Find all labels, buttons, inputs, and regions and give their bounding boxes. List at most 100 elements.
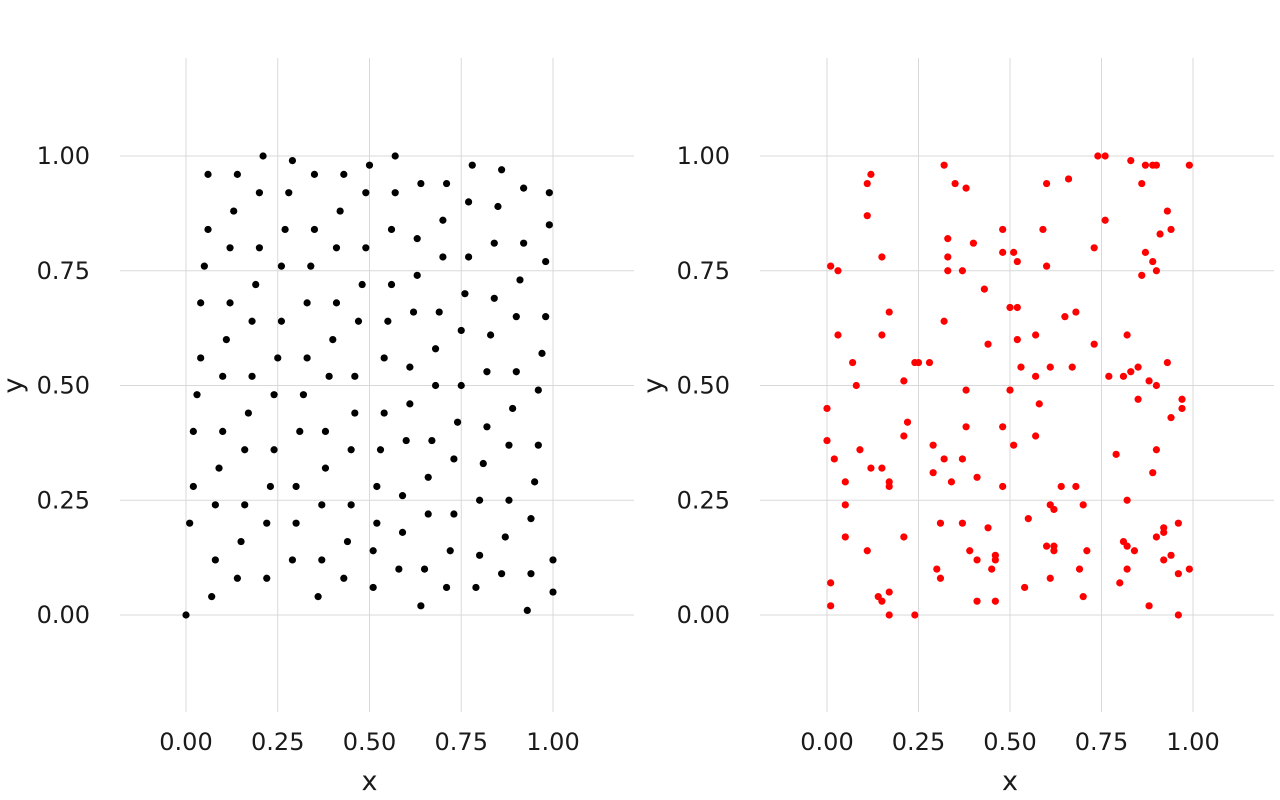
right-data-point [1123,331,1131,339]
left-y-tick-label: 1.00 [37,142,90,170]
left-data-point [263,574,271,582]
right-data-point [863,179,871,188]
right-data-point [984,340,992,348]
right-data-point [1163,207,1171,215]
right-data-point [1043,262,1051,270]
left-data-point [230,207,238,215]
left-data-point [538,349,546,357]
left-data-point [182,611,190,619]
left-data-point [318,501,326,509]
left-data-point [340,170,348,178]
right-data-point [929,441,937,449]
left-data-point [453,418,462,426]
right-y-tick-label: 0.25 [677,486,730,514]
left-data-point [523,606,531,615]
right-data-point [1134,363,1142,371]
right-data-point [1130,547,1139,555]
left-data-point [303,354,311,362]
left-data-point [442,583,451,592]
right-data-point [1075,565,1084,573]
right-data-point [849,358,857,367]
left-data-point [347,501,355,509]
left-data-point [252,280,260,289]
right-data-point [1138,271,1146,279]
left-data-point [520,239,528,247]
left-data-point [373,482,381,491]
right-data-point [991,597,999,605]
right-data-point [903,418,912,426]
right-data-point [999,248,1007,256]
right-data-point [940,161,948,169]
right-data-point [1083,547,1091,555]
right-data-point [1079,501,1087,509]
left-data-point [303,299,311,307]
left-data-point [464,198,473,206]
left-data-point [505,441,513,449]
left-data-point [534,386,542,394]
left-y-tick-label: 0.75 [37,257,90,285]
left-data-point [468,161,476,169]
right-data-point [1101,216,1109,224]
left-data-point [219,427,227,435]
right-x-axis-label: x [1002,766,1018,797]
right-data-point [914,358,923,367]
right-data-point [878,331,886,339]
right-data-point [1032,432,1040,440]
right-data-point [944,267,952,275]
right-data-point [1145,602,1153,610]
left-data-point [476,496,484,504]
left-data-point [472,583,480,592]
right-data-point [962,386,970,394]
right-data-point [1072,308,1080,316]
right-data-point [885,588,893,596]
right-y-tick-label: 0.00 [677,601,730,629]
right-gridlines [760,58,1274,712]
right-data-point [1090,244,1098,252]
left-data-point [442,179,451,188]
left-data-point [498,166,506,174]
left-data-point [358,280,366,289]
right-data-point [1112,450,1120,458]
left-data-point [270,446,278,454]
right-data-point [1123,542,1131,550]
right-data-point [1006,386,1014,394]
left-data-point [512,313,520,321]
right-data-point [940,455,948,463]
right-data-point [999,482,1007,491]
right-data-point [1185,161,1193,169]
right-data-point [1050,505,1058,514]
right-data-point [1160,556,1168,564]
right-data-point [966,547,974,555]
left-data-point [215,464,223,472]
left-data-point [244,409,252,417]
left-data-point [483,368,491,376]
left-data-point [490,294,498,302]
left-data-point [395,565,403,573]
right-data-point [900,432,908,440]
right-data-point [823,404,831,413]
right-data-point [1149,469,1157,477]
right-data-point [1167,225,1175,234]
left-data-point [296,427,304,435]
right-x-tick-label: 0.75 [1075,728,1128,756]
right-data-point [969,239,978,247]
right-data-point [1123,565,1131,573]
left-data-point [380,354,388,362]
left-data-point [487,331,495,339]
left-data-point [285,189,293,197]
right-data-point [1174,570,1182,578]
left-data-point [281,225,289,234]
right-data-point [999,225,1007,234]
right-data-point [1101,152,1109,160]
right-data-point [1152,533,1160,541]
right-data-point [885,482,893,491]
left-data-point [435,308,443,316]
right-data-point [900,533,908,541]
left-data-point [516,276,524,284]
left-data-point [520,184,528,192]
right-data-point [933,565,941,573]
left-data-point [420,565,429,573]
right-data-point [1090,340,1098,348]
right-data-point [1094,152,1102,160]
left-data-point [208,593,216,601]
